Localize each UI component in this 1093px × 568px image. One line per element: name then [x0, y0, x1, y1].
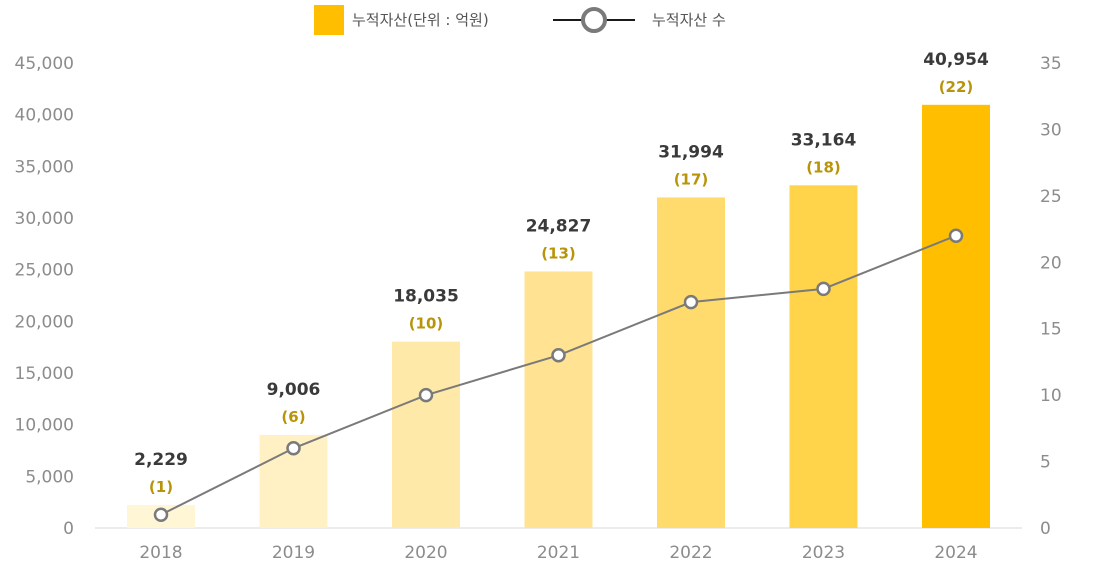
x-tick-label: 2022 [669, 543, 712, 563]
bars [127, 104, 990, 529]
bar-value-label: 24,827 [526, 216, 592, 236]
line-point [816, 281, 831, 297]
x-tick-label: 2021 [537, 543, 580, 563]
y-right-tick-label: 10 [1040, 386, 1062, 406]
x-tick-label: 2020 [404, 543, 447, 563]
bar [524, 271, 593, 528]
y-left-tick-label: 40,000 [15, 106, 74, 126]
y-left-tick-label: 30,000 [15, 209, 74, 229]
bar-value-label: 18,035 [393, 287, 459, 307]
count-label: (18) [806, 158, 841, 176]
count-label: (10) [409, 315, 444, 333]
line-point [948, 228, 964, 243]
line-point [683, 294, 699, 310]
y-left-tick-label: 20,000 [15, 312, 74, 332]
bar [922, 104, 990, 529]
bar [657, 197, 725, 529]
y-right-tick-label: 30 [1040, 120, 1062, 140]
legend-bar-label: 누적자산(단위 : 억원) [352, 11, 489, 29]
bar [789, 185, 858, 528]
bar-value-label: 33,164 [791, 130, 857, 150]
x-tick-label: 2023 [802, 543, 845, 563]
data-labels: 2,229 (1) 9,006 (6) 18,035 (10) 24,827 (13) 31,9… [134, 50, 989, 496]
bar-value-label: 31,994 [658, 142, 724, 162]
y-left-tick-label: 10,000 [15, 416, 74, 436]
legend-line-marker [581, 7, 607, 33]
y-left-tick-label: 35,000 [15, 157, 74, 177]
count-label: (22) [939, 78, 974, 96]
legend-bar-swatch [314, 5, 344, 35]
line-point [551, 348, 566, 363]
y-right-tick-label: 0 [1040, 519, 1051, 539]
bar-value-label: 2,229 [134, 450, 188, 470]
y-left-tick-label: 45,000 [15, 54, 74, 74]
count-label: (1) [149, 478, 173, 496]
bar [392, 341, 460, 528]
y-right-tick-label: 5 [1040, 453, 1051, 473]
count-label: (13) [541, 244, 576, 262]
y-left-tick-label: 15,000 [15, 364, 74, 384]
line-series [153, 228, 964, 522]
x-tick-label: 2024 [934, 543, 977, 563]
y-right-tick-label: 15 [1040, 320, 1062, 340]
x-tick-label: 2019 [272, 543, 315, 563]
axes: 0 5,000 10,000 15,000 20,000 25,000 30,000 35,0… [15, 54, 1062, 563]
line-point [153, 507, 169, 522]
x-tick-label: 2018 [139, 543, 182, 563]
y-right-tick-label: 35 [1040, 54, 1062, 74]
line-point [286, 441, 301, 456]
legend-line-label: 누적자산 수 [652, 11, 726, 29]
count-label: (6) [281, 408, 305, 426]
y-left-tick-label: 25,000 [15, 261, 74, 281]
y-right-tick-label: 20 [1040, 253, 1062, 273]
y-left-tick-label: 0 [63, 519, 74, 539]
count-label: (17) [674, 170, 709, 188]
y-right-tick-label: 25 [1040, 187, 1062, 207]
bar-value-label: 9,006 [267, 380, 321, 400]
bar-value-label: 40,954 [923, 50, 989, 70]
line-point [418, 387, 434, 403]
legend: 누적자산(단위 : 억원) 누적자산 수 [314, 5, 726, 35]
y-left-tick-label: 5,000 [25, 467, 74, 487]
